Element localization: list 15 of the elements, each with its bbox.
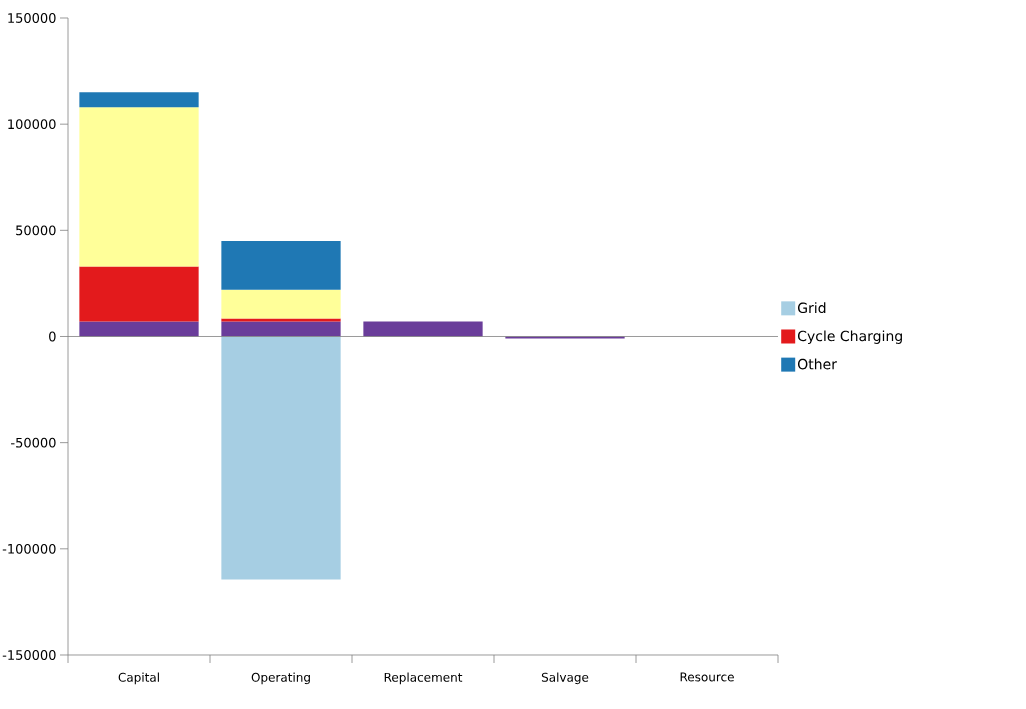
x-tick-label: Salvage xyxy=(541,672,589,685)
y-tick-label: 50000 xyxy=(16,225,56,236)
legend-label: Cycle Charging xyxy=(797,330,902,344)
y-tick-label: 0 xyxy=(49,331,56,342)
x-tick-label: Operating xyxy=(251,672,310,685)
legend-label: Grid xyxy=(797,302,826,314)
y-tick-label: -150000 xyxy=(2,650,56,660)
x-tick-label: Capital xyxy=(118,672,159,685)
y-tick-label: 150000 xyxy=(8,13,56,23)
y-tick-label: -50000 xyxy=(11,437,56,448)
legend-label: Other xyxy=(797,358,837,370)
y-tick-label: 100000 xyxy=(8,119,56,130)
x-tick-label: Resource xyxy=(680,672,734,682)
x-tick-label: Replacement xyxy=(384,672,463,685)
y-tick-label: -100000 xyxy=(2,543,56,554)
